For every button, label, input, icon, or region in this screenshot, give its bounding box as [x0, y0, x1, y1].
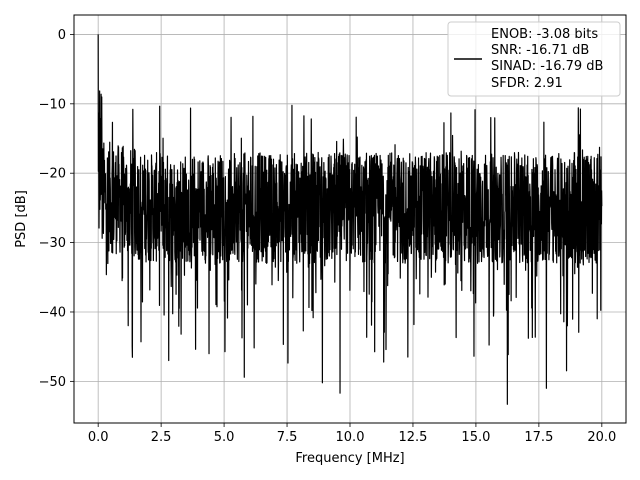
axis-ticks: 0.0 2.5 5.0 7.5 10.0 12.5 15.0 17.5 20.0 0 −10 −20 −…	[39, 28, 617, 445]
x-tick-label: 7.5	[277, 430, 298, 445]
x-tick-label: 12.5	[398, 430, 427, 445]
x-axis-label: Frequency [MHz]	[295, 451, 404, 466]
y-tick-label: −40	[39, 305, 66, 320]
legend-sinad: SINAD: -16.79 dB	[491, 59, 603, 74]
x-tick-label: 17.5	[524, 430, 553, 445]
series-layer	[97, 34, 603, 405]
legend-enob: ENOB: -3.08 bits	[491, 27, 598, 42]
x-tick-label: 10.0	[336, 430, 365, 445]
x-tick-label: 2.5	[151, 430, 172, 445]
y-axis-label: PSD [dB]	[14, 190, 29, 248]
x-tick-label: 5.0	[214, 430, 235, 445]
y-tick-label: −10	[39, 97, 66, 112]
x-tick-label: 0.0	[88, 430, 109, 445]
legend: ENOB: -3.08 bits SNR: -16.71 dB SINAD: -…	[447, 21, 621, 97]
y-tick-label: −20	[39, 167, 66, 182]
x-tick-label: 15.0	[461, 430, 490, 445]
legend-sfdr: SFDR: 2.91	[491, 76, 563, 91]
y-tick-label: 0	[58, 28, 66, 43]
x-tick-label: 20.0	[587, 430, 616, 445]
legend-box	[447, 21, 621, 97]
psd-series-line	[97, 34, 603, 405]
y-tick-label: −50	[39, 375, 66, 390]
y-tick-label: −30	[39, 236, 66, 251]
legend-snr: SNR: -16.71 dB	[491, 43, 589, 58]
